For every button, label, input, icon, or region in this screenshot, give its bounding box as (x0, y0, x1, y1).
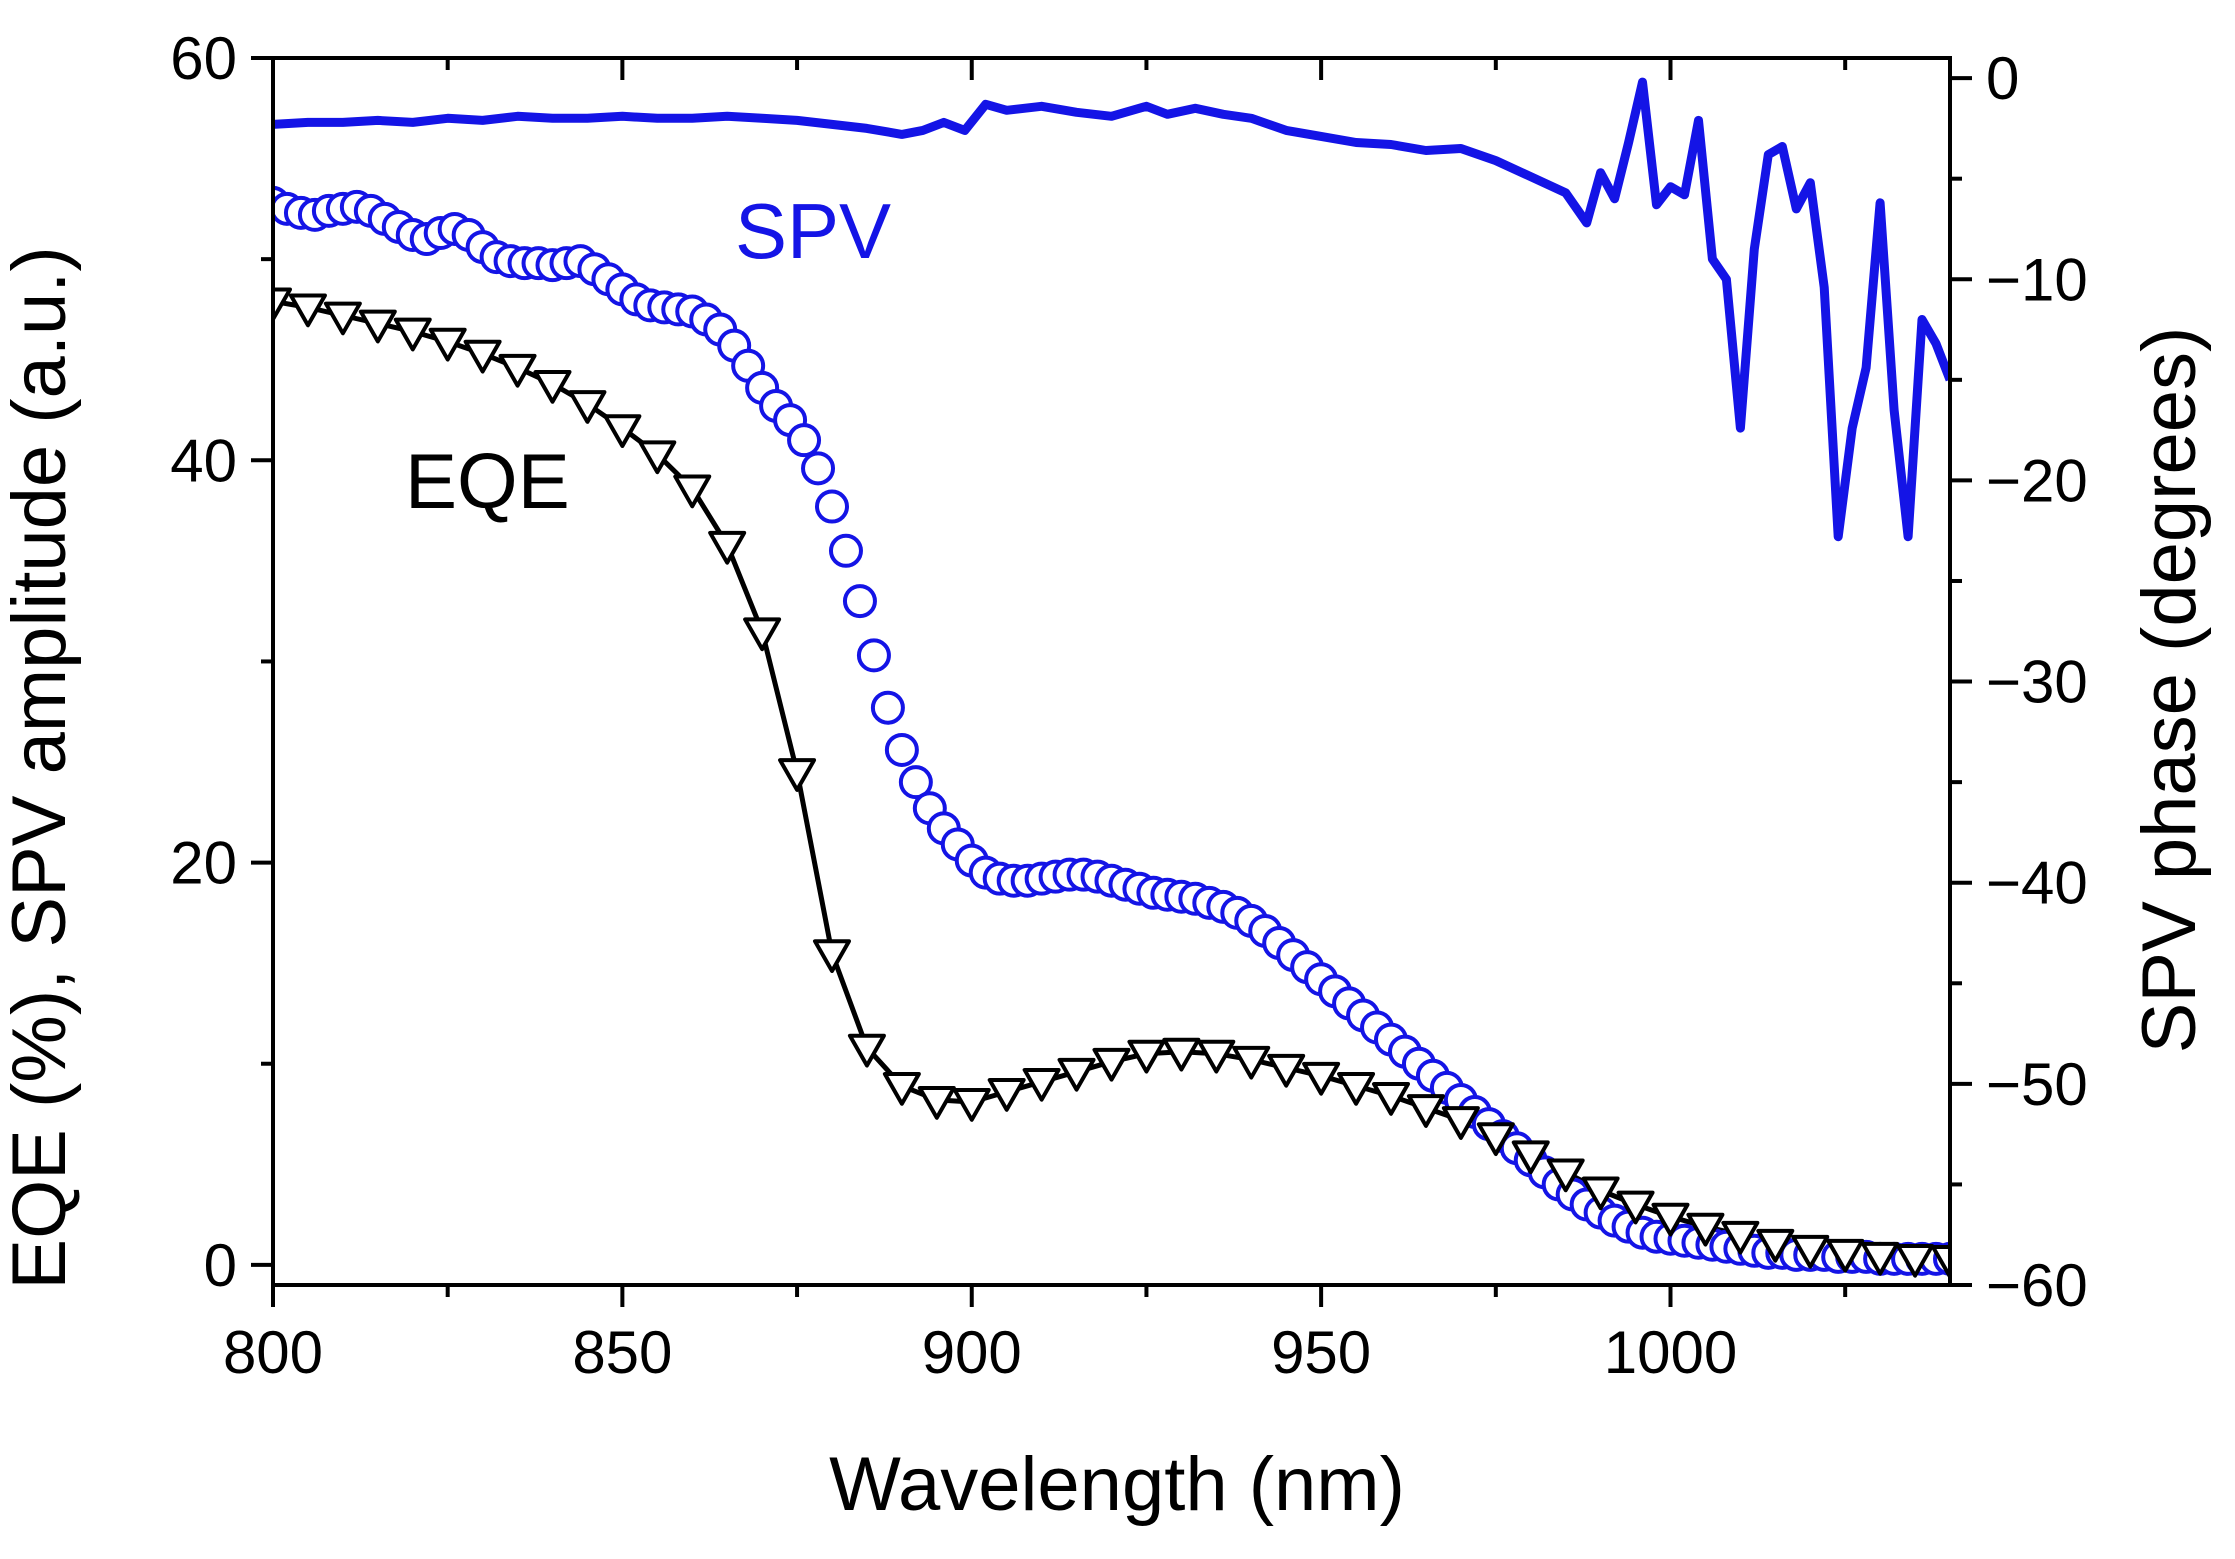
plot-inner (273, 77, 1950, 1279)
eqe-point (428, 327, 467, 362)
eqe-point (778, 758, 817, 792)
plot-area (273, 77, 1950, 1279)
y-axis-right: 0 −10 −20 −30 −40 −50 −60 (1950, 45, 2088, 1319)
y2-tick-label: −30 (1986, 649, 2088, 716)
eqe-point (288, 293, 327, 328)
spv-amplitude-point (856, 638, 891, 673)
y2-tick-label: −20 (1986, 447, 2088, 514)
x-tick-label: 850 (572, 1319, 672, 1386)
y2-tick-label: −40 (1986, 850, 2088, 917)
eqe-point (917, 1086, 956, 1120)
y2-tick-label: 0 (1986, 45, 2019, 112)
y-tick-label: 40 (170, 427, 237, 494)
eqe-point (533, 369, 572, 404)
plot-frame (271, 56, 1952, 1287)
y-tick-label: 20 (170, 830, 237, 897)
eqe-point (1931, 1244, 1950, 1279)
eqe-point (743, 617, 782, 652)
spv-amplitude-point (898, 765, 933, 800)
eqe-point (603, 414, 642, 448)
eqe-point (1406, 1094, 1445, 1128)
spv-amplitude-point (870, 690, 905, 725)
eqe-point (813, 939, 851, 973)
y-axis-right-title: SPV phase (degrees) (2127, 327, 2212, 1054)
eqe-point (1826, 1238, 1865, 1273)
x-tick-label: 1000 (1604, 1319, 1737, 1386)
eqe-point (568, 390, 607, 424)
eqe-point (498, 353, 537, 388)
spv-amplitude-point (801, 451, 836, 486)
eqe-point (1162, 1037, 1201, 1072)
x-axis-title: Wavelength (nm) (829, 1442, 1405, 1527)
eqe-point (1441, 1106, 1480, 1140)
spv-amplitude-point (884, 732, 919, 767)
eqe-point (1092, 1047, 1131, 1082)
x-tick-label: 800 (223, 1319, 323, 1386)
spv-amplitude-point (842, 584, 877, 619)
y2-tick-label: −60 (1986, 1252, 2088, 1319)
eqe-point (1022, 1067, 1061, 1102)
spv-amplitude-point (787, 423, 822, 458)
eqe-point (358, 309, 397, 344)
eqe-point (393, 317, 432, 352)
y-tick-label: 60 (170, 25, 237, 92)
eqe-point (1267, 1053, 1306, 1088)
eqe-point (1616, 1190, 1655, 1225)
eqe-point (463, 339, 502, 374)
spv-annotation: SPV (735, 187, 891, 275)
eqe-point (1337, 1071, 1376, 1106)
eqe-annotation: EQE (405, 437, 570, 525)
x-tick-label: 950 (1271, 1319, 1371, 1386)
eqe-point (1546, 1158, 1585, 1193)
y-tick-label: 0 (204, 1232, 237, 1299)
eqe-point (847, 1033, 886, 1068)
eqe-point (273, 287, 292, 322)
y-axis-left-title: EQE (%), SPV amplitude (a.u.) (0, 246, 82, 1289)
eqe-point (987, 1077, 1026, 1112)
eqe-point (1302, 1061, 1341, 1096)
eqe-point (1686, 1212, 1725, 1247)
eqe-point (673, 474, 712, 509)
eqe-point (1511, 1140, 1550, 1175)
y2-tick-label: −10 (1986, 246, 2088, 313)
eqe-point (1581, 1176, 1620, 1211)
eqe-point (1372, 1082, 1410, 1116)
y-axis-left: 0 20 40 60 (170, 25, 273, 1299)
spv-amplitude-point (815, 489, 849, 524)
eqe-point (1756, 1228, 1795, 1263)
eqe-point (1721, 1220, 1760, 1255)
eqe-point (1232, 1045, 1271, 1080)
spv-amplitude-point (828, 533, 863, 568)
eqe-point (638, 440, 677, 475)
eqe-point (882, 1071, 921, 1106)
spv-phase-line (273, 77, 1950, 542)
eqe-point (1791, 1234, 1830, 1269)
eqe-point (708, 530, 747, 565)
eqe-point (1896, 1243, 1935, 1278)
eqe-point (1127, 1039, 1166, 1074)
y2-tick-label: −50 (1986, 1051, 2088, 1118)
eqe-point (323, 301, 362, 336)
x-tick-label: 900 (922, 1319, 1022, 1386)
eqe-point (1861, 1241, 1900, 1276)
x-axis: 800 850 900 950 1000 (223, 58, 1848, 1386)
eqe-point (1057, 1057, 1096, 1092)
eqe-point (952, 1088, 991, 1122)
eqe-point (1197, 1039, 1236, 1074)
eqe-point (1476, 1122, 1515, 1157)
eqe-point (1651, 1202, 1690, 1237)
